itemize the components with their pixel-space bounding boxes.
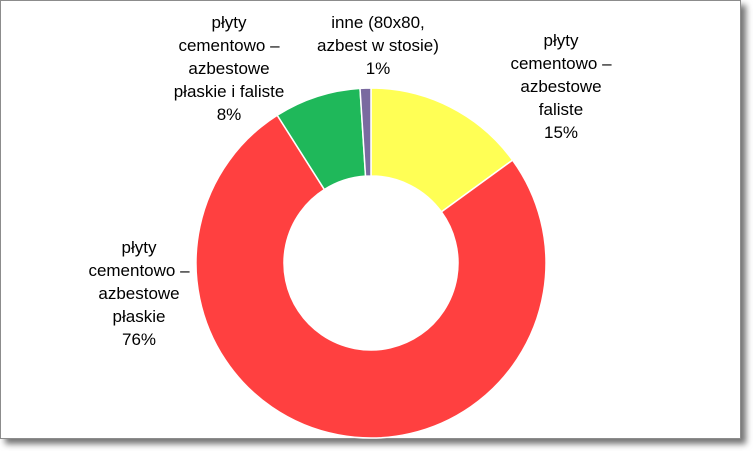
slice-label-4: inne (80x80, azbest w stosie) 1% <box>317 13 439 78</box>
slice-label-line: azbestowe <box>188 59 269 78</box>
chart-frame: płyty cementowo – azbestowe faliste 15% płyty… <box>0 0 741 439</box>
slice-label-line: faliste <box>539 100 583 119</box>
slice-label-line: cementowo – <box>510 54 612 73</box>
slice-label-line: azbest w stosie) <box>317 36 439 55</box>
slice-percent: 76% <box>122 330 156 349</box>
slice-label-line: płyty <box>544 31 579 50</box>
slice-label-3: płyty cementowo – azbestowe płaskie i falis… <box>174 13 285 124</box>
slice-label-line: płaskie <box>113 307 166 326</box>
slice-label-line: azbestowe <box>520 77 601 96</box>
slice-label-line: cementowo – <box>88 261 190 280</box>
slice-2 <box>195 114 547 439</box>
slice-percent: 8% <box>217 105 242 124</box>
slice-label-line: płyty <box>212 13 247 32</box>
slice-label-line: płyty <box>122 238 157 257</box>
slice-label-line: płaskie i faliste <box>174 82 285 101</box>
slice-label-1: płyty cementowo – azbestowe faliste 15% <box>510 31 612 142</box>
slice-percent: 1% <box>366 59 391 78</box>
labels-group: płyty cementowo – azbestowe faliste 15%płyty… <box>88 13 612 349</box>
slice-label-line: cementowo – <box>178 36 280 55</box>
slice-4 <box>359 87 372 177</box>
doughnut-chart: płyty cementowo – azbestowe faliste 15%płyty… <box>88 13 612 439</box>
slice-label-line: azbestowe <box>98 284 179 303</box>
slice-label-2: płyty cementowo – azbestowe płaskie 76% <box>88 238 190 349</box>
slices-group <box>195 87 547 439</box>
slice-percent: 15% <box>544 123 578 142</box>
slice-label-line: inne (80x80, <box>331 13 425 32</box>
